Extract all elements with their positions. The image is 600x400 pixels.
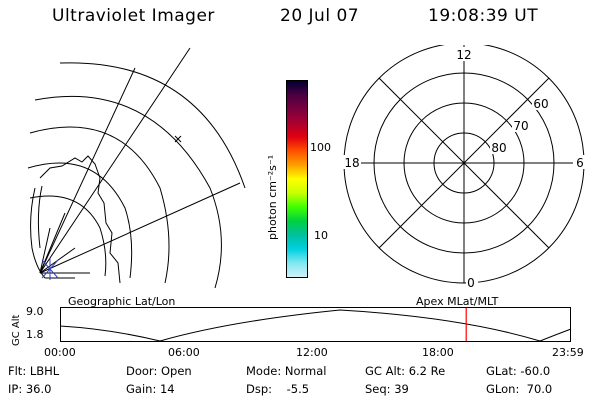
- orbit-timeline: [60, 307, 572, 342]
- lat-arc: [27, 162, 133, 279]
- glon-info: GLon: 70.0: [486, 382, 553, 396]
- filter-info: Flt: LBHL: [8, 364, 60, 378]
- lat-arc: [29, 126, 170, 284]
- time-tick-0600: 06:00: [168, 346, 200, 359]
- altitude-tick-high: 9.0: [26, 305, 44, 318]
- time-label: 19:08:39 UT: [428, 6, 539, 26]
- altitude-curve: [60, 309, 572, 342]
- time-tick-1800: 18:00: [422, 346, 454, 359]
- lat-label-60: 60: [533, 97, 548, 111]
- meridian-line: [39, 182, 241, 274]
- time-tick-1200: 12:00: [296, 346, 328, 359]
- seq-info: Seq: 39: [365, 382, 409, 396]
- gain-info: Gain: 14: [126, 382, 175, 396]
- geographic-map: [27, 47, 246, 288]
- mode-info: Mode: Normal: [246, 364, 327, 378]
- timeline-right-label: Apex MLat/MLT: [416, 295, 499, 308]
- gc-alt-info: GC Alt: 6.2 Re: [365, 364, 446, 378]
- dsp-info: Dsp: -5.5: [246, 382, 310, 396]
- lat-arc: [34, 95, 222, 288]
- coastline: [39, 155, 121, 284]
- timeline-frame: [60, 307, 571, 342]
- mlt-label-18: 18: [344, 156, 359, 170]
- station-marker: [174, 135, 182, 143]
- mlt-label-0: 0: [467, 276, 475, 290]
- date-label: 20 Jul 07: [280, 6, 360, 26]
- coastline: [30, 187, 46, 279]
- time-tick-2359: 23:59: [552, 346, 584, 359]
- mlt-label-6: 6: [576, 156, 584, 170]
- colorbar-tick-100: 100: [310, 141, 331, 154]
- mlt-label-12: 12: [456, 48, 471, 62]
- meridian-line: [39, 47, 191, 274]
- colorbar: [286, 80, 308, 278]
- altitude-axis-label: GC Alt: [11, 314, 22, 346]
- altitude-tick-low: 1.8: [26, 328, 44, 341]
- lat-arc: [59, 62, 246, 189]
- polar-diagonal: [378, 77, 550, 249]
- coastline: [37, 185, 43, 249]
- door-info: Door: Open: [126, 364, 192, 378]
- colorbar-unit-label: photon cm⁻²s⁻¹: [266, 154, 279, 240]
- polar-plot: 12 18 6 0 60 70 80: [343, 45, 585, 290]
- colorbar-tick-10: 10: [314, 229, 328, 242]
- timeline-left-label: Geographic Lat/Lon: [68, 295, 176, 308]
- meridian-line: [39, 227, 51, 274]
- spacecraft-footprint: [41, 258, 59, 280]
- glat-info: GLat: -60.0: [486, 364, 551, 378]
- time-tick-0000: 00:00: [44, 346, 76, 359]
- lat-arc: [29, 195, 107, 277]
- instrument-title: Ultraviolet Imager: [52, 6, 215, 26]
- lat-label-80: 80: [491, 141, 506, 155]
- meridian-line: [39, 67, 136, 274]
- lat-label-70: 70: [513, 119, 528, 133]
- ip-info: IP: 36.0: [8, 382, 52, 396]
